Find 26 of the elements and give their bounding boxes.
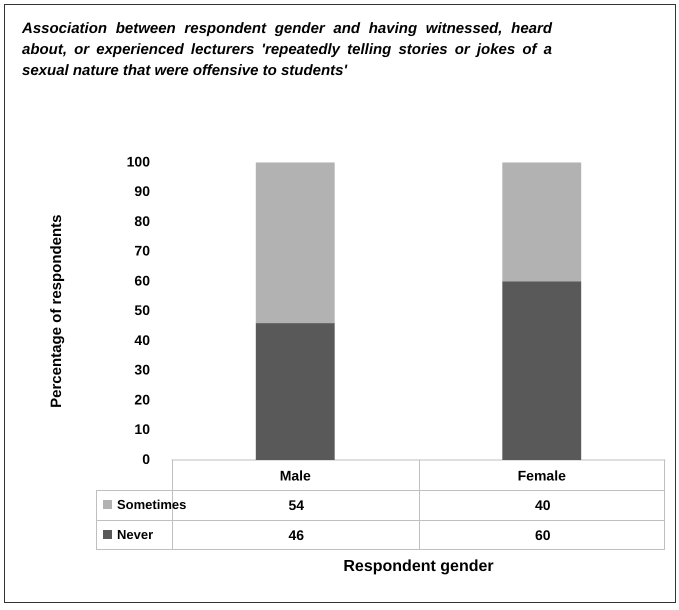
data-label: 46 [287, 527, 306, 543]
y-tick-label: 20 [134, 391, 150, 408]
x-tick-label: Female [518, 467, 566, 484]
data-label: 60 [534, 527, 552, 543]
x-tick-label: Male [280, 467, 312, 484]
y-tick-label: 90 [134, 183, 150, 200]
legend-label: Never [117, 527, 154, 542]
legend-label: Sometimes [117, 497, 186, 512]
bar [502, 281, 582, 460]
y-tick-label: 50 [134, 302, 150, 318]
y-axis-title: Percentage of respondents [48, 214, 66, 408]
y-tick-label: 10 [134, 421, 150, 438]
y-tick-label: 100 [126, 153, 150, 170]
y-tick-label: 0 [142, 450, 150, 467]
bar [256, 162, 335, 324]
y-tick-label: 70 [134, 242, 150, 259]
y-tick-label: 60 [134, 272, 150, 288]
y-tick-label: 80 [134, 212, 150, 229]
bar [256, 323, 335, 460]
y-tick-label: 40 [134, 332, 150, 348]
chart-title: Association between respondent gender and having witnessed, heard about, or experienced lecturers 'repeatedly telling stories or jokes of a sexual nature that were offensive to students' [22, 19, 552, 81]
data-label: 54 [288, 497, 304, 513]
y-tick-label: 30 [134, 362, 150, 378]
bar [502, 162, 582, 282]
x-axis-title: Respondent gender [342, 558, 495, 576]
data-label: 40 [534, 497, 552, 513]
